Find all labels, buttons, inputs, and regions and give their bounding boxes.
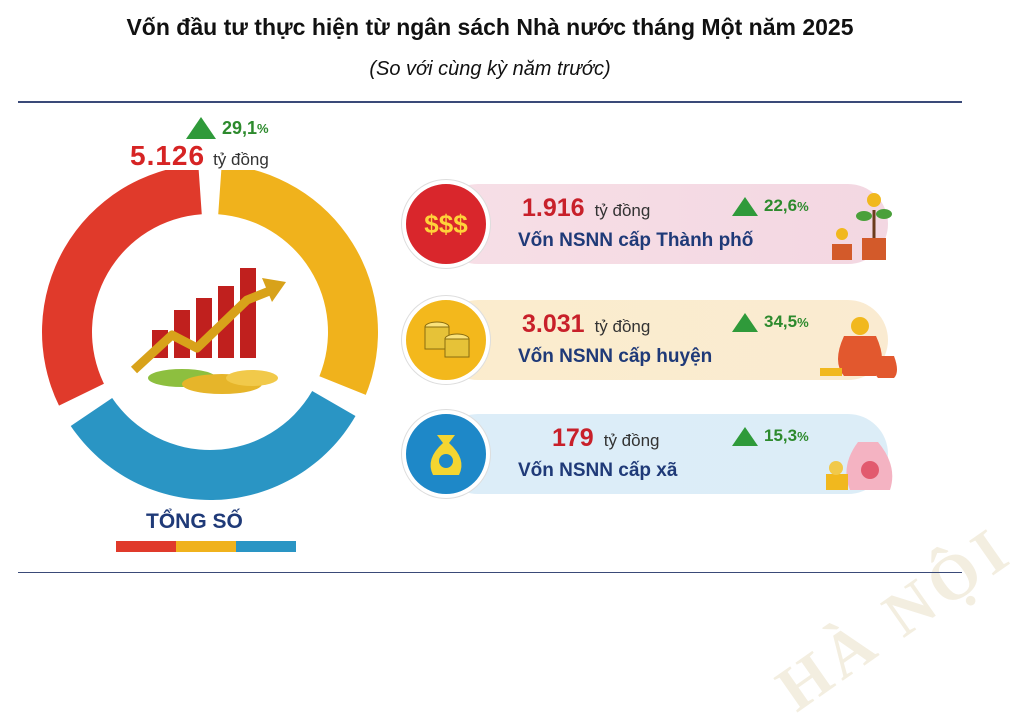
row-district-change: 34,5% [732,312,809,332]
money-bag-icon [430,435,462,475]
page-subtitle: (So với cùng kỳ năm trước) [369,58,611,80]
donut-segment-city [42,170,202,406]
row-commune-value: 179 tỷ đồng [552,424,659,453]
color-bar-district [176,541,236,552]
row-city-number: 1.916 [522,194,585,222]
donut-segment-commune [70,391,356,500]
row-commune-badge [402,410,490,498]
total-change-sign: % [257,120,269,136]
row-commune-unit: tỷ đồng [603,431,660,450]
row-city-change-value: 22,6 [764,196,798,215]
watermark: HÀ NỘI [763,512,1016,725]
total-label: TỔNG SỐ [146,510,243,533]
row-city-value: 1.916 tỷ đồng [522,194,650,223]
row-district-change-value: 34,5 [764,312,798,331]
row-commune: 179 tỷ đồng Vốn NSNN cấp xã 15,3% [402,410,898,498]
row-city-badge: $$$ [402,180,490,268]
row-city-change-sign: % [797,198,809,214]
up-arrow-icon [186,117,216,139]
up-arrow-icon [732,426,758,446]
row-city-label: Vốn NSNN cấp Thành phố [518,230,754,251]
row-district-unit: tỷ đồng [594,317,651,336]
row-district-value: 3.031 tỷ đồng [522,310,650,339]
up-arrow-icon [732,312,758,332]
row-commune-background [438,414,888,494]
total-color-bar [116,541,296,552]
row-commune-label: Vốn NSNN cấp xã [518,460,678,481]
total-value-number: 5.126 [130,140,206,171]
row-district: 3.031 tỷ đồng Vốn NSNN cấp huyện 34,5% [402,296,898,384]
money-tree-icon [832,193,892,260]
donut-chart [42,170,378,500]
coin-stack-icon [424,321,470,358]
row-district-number: 3.031 [522,310,585,338]
row-commune-change-value: 15,3 [764,426,798,445]
dollar-signs-icon: $$$ [424,208,468,239]
row-commune-change-sign: % [797,428,809,444]
row-commune-change: 15,3% [732,426,809,446]
row-city-unit: tỷ đồng [594,201,651,220]
up-arrow-icon [732,196,758,216]
row-city: $$$ 1.916 tỷ đồng Vốn NSNN cấp Thành phố… [402,180,898,268]
money-bags-icon [820,317,897,378]
total-value-unit: tỷ đồng [213,150,269,169]
row-district-badge [402,296,490,384]
row-city-change: 22,6% [732,196,809,216]
growth-chart-icon [130,268,286,394]
page-title: Vốn đầu tư thực hiện từ ngân sách Nhà nư… [126,14,854,40]
color-bar-commune [236,541,296,552]
bottom-divider [18,572,962,573]
row-city-background [438,184,888,264]
row-district-label: Vốn NSNN cấp huyện [518,346,713,367]
donut-segment-district [218,170,378,395]
top-divider [18,101,962,103]
row-district-background [438,300,888,380]
savings-bag-icon [826,442,893,490]
row-district-change-sign: % [797,314,809,330]
total-value: 5.126 tỷ đồng [130,140,269,172]
row-commune-number: 179 [552,424,594,452]
total-change: 29,1% [186,117,269,139]
color-bar-city [116,541,176,552]
total-change-value: 29,1 [222,117,258,138]
